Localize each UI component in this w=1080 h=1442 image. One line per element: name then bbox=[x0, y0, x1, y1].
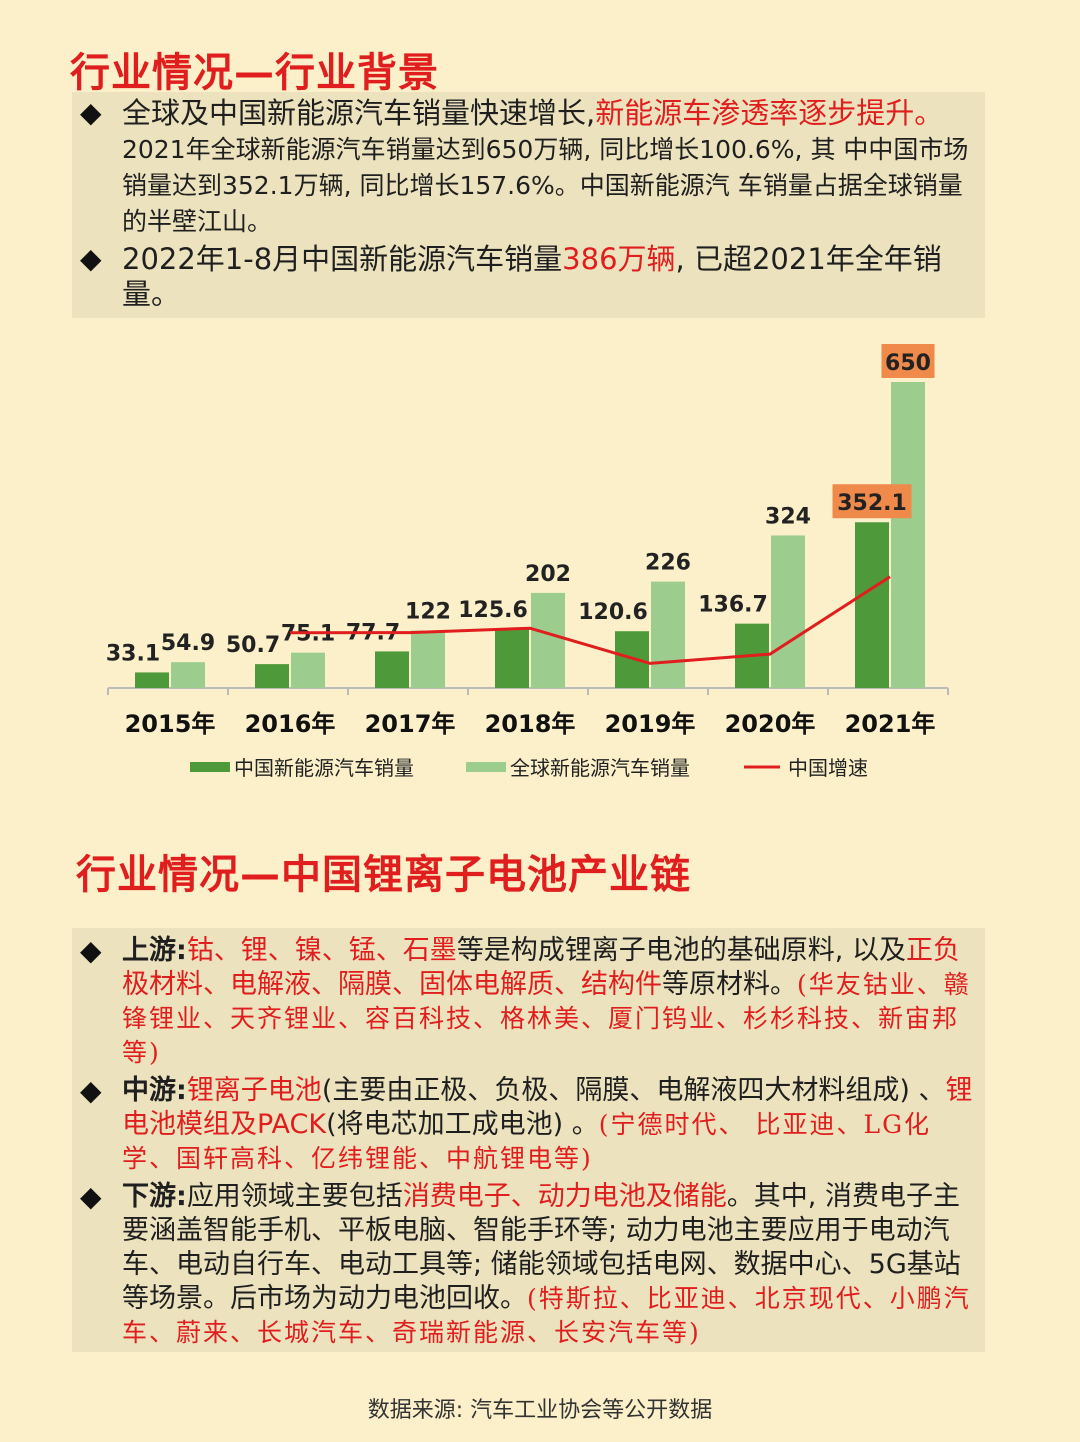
data-label-global: 650 bbox=[885, 351, 931, 376]
bullet-highlight: 新能源车渗透率逐步提升。 bbox=[595, 96, 944, 130]
bullet-text-a: 全球及中国新能源汽车销量快速增长, bbox=[122, 96, 596, 130]
downstream-text: 应用领域主要包括 bbox=[186, 1181, 403, 1212]
legend-label: 中国增速 bbox=[788, 756, 868, 780]
downstream-companies: (特斯拉、比亚迪、北京现代、小鹏汽车、蔚来、长城汽车、奇瑞新能源、长安汽车等) bbox=[122, 1284, 971, 1347]
data-label-china: 352.1 bbox=[837, 491, 907, 516]
upstream-text-2: 等原材料。 bbox=[662, 969, 797, 1000]
bar-global bbox=[411, 630, 445, 688]
bar-china bbox=[375, 651, 409, 688]
data-label-china: 125.6 bbox=[458, 598, 528, 623]
upstream-text: 等是构成锂离子电池的基础原料, 以及 bbox=[456, 935, 906, 966]
line-china-growth bbox=[289, 575, 891, 665]
data-source-note: 数据来源: 汽车工业协会等公开数据 bbox=[367, 1398, 713, 1423]
x-tick-label: 2019年 bbox=[605, 710, 696, 738]
upstream-components: 正负极材料、电解液、隔膜、固体电解质、结构件 bbox=[122, 935, 960, 1000]
legend-swatch bbox=[466, 762, 506, 772]
bar-global bbox=[891, 382, 925, 688]
bullet-text: 上游:钴、锂、镍、锰、石墨等是构成锂离子电池的基础原料, 以及正负极材料、电解液… bbox=[122, 934, 979, 1070]
legend-label: 全球新能源汽车销量 bbox=[510, 756, 690, 780]
midstream-text-2: (将电芯加工成电池) 。 bbox=[326, 1109, 599, 1140]
industry-chain-box: ◆ 上游:钴、锂、镍、锰、石墨等是构成锂离子电池的基础原料, 以及正负极材料、电… bbox=[72, 928, 985, 1352]
bullet-text: 中游:锂离子电池(主要由正极、负极、隔膜、电解液四大材料组成) 、锂电池模组及P… bbox=[122, 1074, 979, 1176]
x-tick-label: 2017年 bbox=[365, 710, 456, 738]
bar-china bbox=[855, 522, 889, 688]
bar-china bbox=[255, 664, 289, 688]
x-tick-label: 2018年 bbox=[485, 710, 576, 738]
data-label-highlight-box bbox=[881, 344, 935, 378]
upstream-label: 上游: bbox=[122, 935, 187, 966]
diamond-bullet-icon: ◆ bbox=[80, 96, 102, 129]
bar-global bbox=[531, 592, 565, 688]
data-label-global: 226 bbox=[645, 551, 691, 576]
data-label-global: 122 bbox=[405, 600, 451, 625]
diamond-bullet-icon: ◆ bbox=[80, 1074, 102, 1107]
data-label-china: 136.7 bbox=[698, 593, 768, 618]
midstream-pack: 锂电池模组及PACK bbox=[122, 1075, 973, 1140]
x-tick-label: 2015年 bbox=[125, 710, 216, 738]
downstream-applications: 消费电子、动力电池及储能 bbox=[402, 1181, 727, 1212]
data-label-global: 54.9 bbox=[161, 631, 215, 656]
bar-global bbox=[171, 662, 205, 688]
section1-title: 行业情况—行业背景 bbox=[70, 50, 439, 96]
section2-title: 行业情况—中国锂离子电池产业链 bbox=[76, 852, 691, 898]
bullet-text: 2022年1-8月中国新能源汽车销量386万辆, 已超2021年全年销量。 bbox=[122, 242, 979, 312]
data-label-global: 324 bbox=[765, 504, 811, 529]
data-label-global: 202 bbox=[525, 562, 571, 587]
downstream-label: 下游: bbox=[122, 1181, 187, 1212]
bar-china bbox=[495, 628, 529, 688]
midstream-battery: 锂离子电池 bbox=[186, 1075, 322, 1106]
x-tick-label: 2016年 bbox=[245, 710, 336, 738]
bullet-detail: 2021年全球新能源汽车销量达到650万辆, 同比增长100.6%, 其 中中国… bbox=[122, 135, 969, 236]
bullet-text: 全球及中国新能源汽车销量快速增长,新能源车渗透率逐步提升。 2021年全球新能源汽… bbox=[122, 96, 979, 239]
data-label-china: 120.6 bbox=[578, 600, 648, 625]
legend-label: 中国新能源汽车销量 bbox=[234, 756, 414, 780]
data-label-china: 50.7 bbox=[226, 633, 280, 658]
bullet-text: 下游:应用领域主要包括消费电子、动力电池及储能。其中, 消费电子主要涵盖智能手机… bbox=[122, 1180, 979, 1350]
diamond-bullet-icon: ◆ bbox=[80, 1180, 102, 1213]
background-box: ◆ 全球及中国新能源汽车销量快速增长,新能源车渗透率逐步提升。 2021年全球新能… bbox=[72, 92, 985, 318]
x-tick-label: 2020年 bbox=[725, 710, 816, 738]
downstream-text-2: 。其中, 消费电子主要涵盖智能手机、平板电脑、智能手环等; 动力电池主要应用于电… bbox=[122, 1181, 961, 1314]
midstream-companies: (宁德时代、 比亚迪、LG化学、国轩高科、亿纬锂能、中航锂电等) bbox=[122, 1110, 932, 1173]
bullet-highlight: 386万辆 bbox=[562, 242, 676, 276]
data-label-china: 33.1 bbox=[106, 641, 160, 666]
diamond-bullet-icon: ◆ bbox=[80, 934, 102, 967]
legend-swatch bbox=[190, 762, 230, 772]
bar-global bbox=[291, 652, 325, 688]
x-tick-label: 2021年 bbox=[845, 710, 936, 738]
diamond-bullet-icon: ◆ bbox=[80, 242, 102, 275]
bullet-text-c: , 已超2021年全年销量。 bbox=[122, 242, 942, 311]
bar-global bbox=[771, 535, 805, 688]
upstream-companies: (华友钴业、赣锋锂业、天齐锂业、容百科技、格林美、厦门钨业、杉杉科技、新宙邦等) bbox=[122, 970, 971, 1067]
data-label-highlight-box bbox=[832, 484, 912, 519]
bullet-text-a: 2022年1-8月中国新能源汽车销量 bbox=[122, 242, 563, 276]
bar-china bbox=[135, 672, 169, 688]
bar-global bbox=[651, 581, 685, 688]
midstream-text: (主要由正极、负极、隔膜、电解液四大材料组成) 、 bbox=[321, 1075, 946, 1106]
midstream-label: 中游: bbox=[122, 1075, 187, 1106]
upstream-materials: 钴、锂、镍、锰、石墨 bbox=[186, 935, 457, 966]
